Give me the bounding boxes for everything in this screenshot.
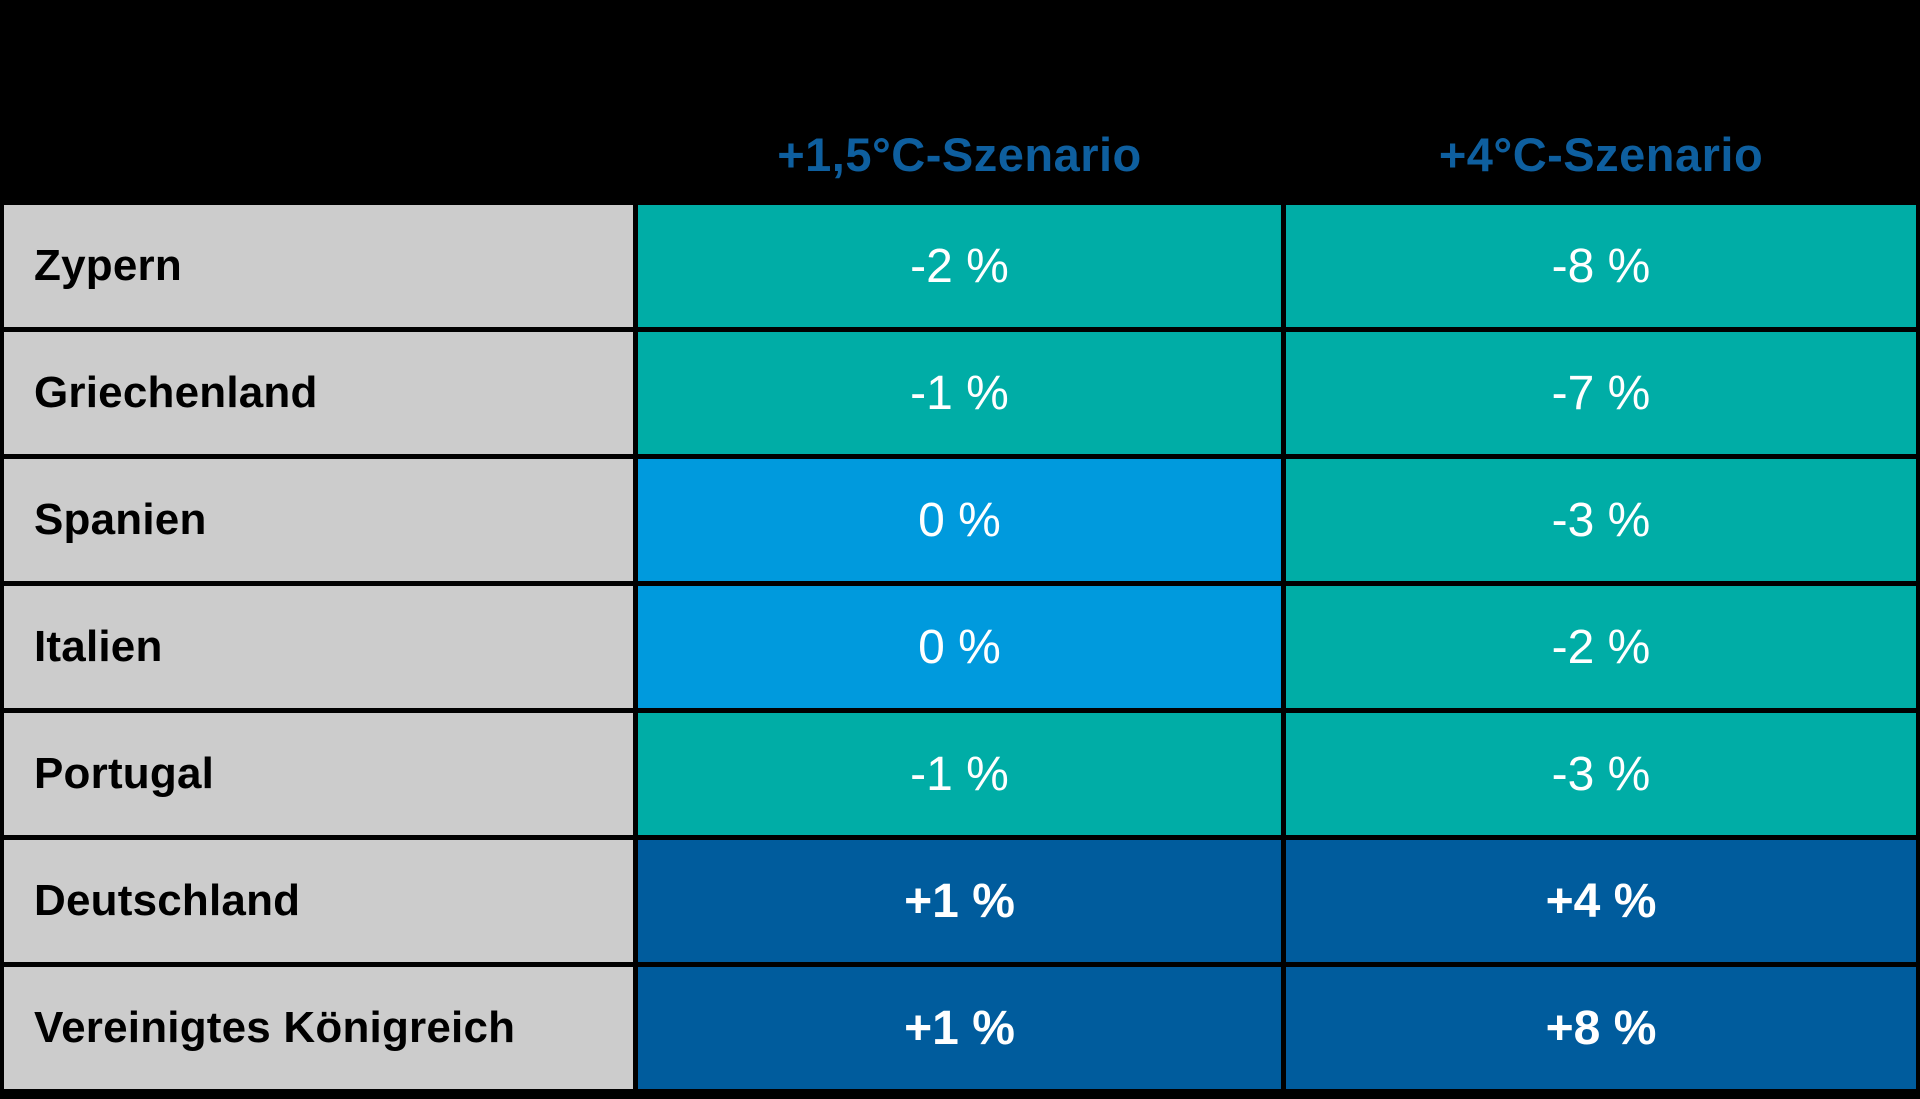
scenario-4c-column-header: +4°C-Szenario	[1438, 128, 1764, 181]
country-label: Deutschland	[4, 840, 633, 962]
country-label: Italien	[4, 586, 633, 708]
value-cell: -3 %	[1286, 459, 1916, 581]
value-cell: 0 %	[638, 586, 1281, 708]
country-label: Zypern	[4, 205, 633, 327]
country-label: Portugal	[4, 713, 633, 835]
country-label: Vereinigtes Königreich	[4, 967, 633, 1089]
value-cell: -2 %	[1286, 586, 1916, 708]
value-cell: +4 %	[1286, 840, 1916, 962]
value-cell: 0 %	[638, 459, 1281, 581]
value-cell: -3 %	[1286, 713, 1916, 835]
scenario-table: Zypern -2 % -8 % Griechenland -1 % -7 % …	[0, 205, 1920, 1089]
value-cell: +1 %	[638, 967, 1281, 1089]
value-cell: -7 %	[1286, 332, 1916, 454]
value-cell: +8 %	[1286, 967, 1916, 1089]
value-cell: -8 %	[1286, 205, 1916, 327]
country-label: Spanien	[4, 459, 633, 581]
country-label: Griechenland	[4, 332, 633, 454]
value-cell: -1 %	[638, 713, 1281, 835]
scenario-1-5c-column-header: +1,5°C-Szenario	[777, 128, 1142, 181]
country-column-header-empty	[4, 178, 633, 205]
value-cell: -1 %	[638, 332, 1281, 454]
table-header-row: +1,5°C-Szenario +4°C-Szenario	[0, 0, 1920, 205]
value-cell: -2 %	[638, 205, 1281, 327]
value-cell: +1 %	[638, 840, 1281, 962]
